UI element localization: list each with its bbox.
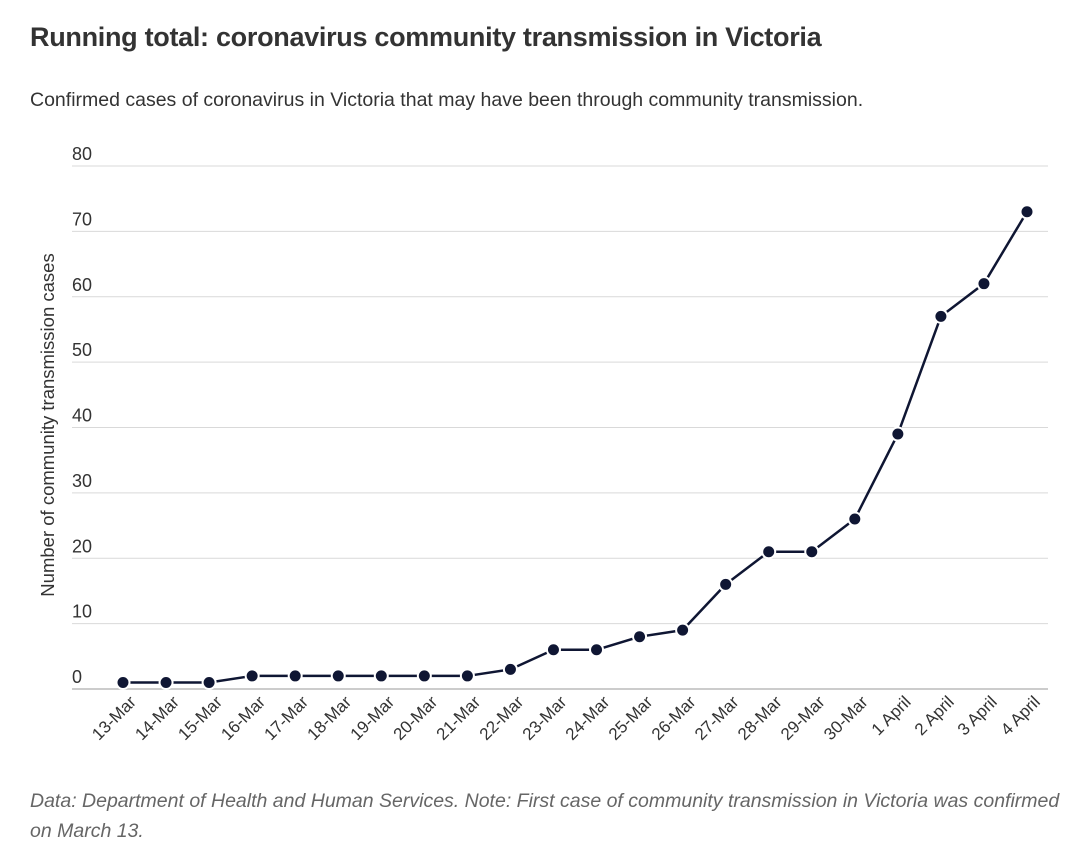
data-point: [201, 674, 217, 690]
x-tick-label: 29-Mar: [777, 692, 829, 744]
chart-title: Running total: coronavirus community tra…: [30, 22, 822, 52]
y-axis-ticks: 0 10 20 30 40 50 60 70 80: [72, 144, 92, 687]
x-tick-label: 22-Mar: [476, 692, 528, 744]
data-point: [890, 426, 906, 442]
x-tick-label: 16-Mar: [217, 692, 269, 744]
y-tick-label: 40: [72, 406, 92, 426]
data-point: [718, 576, 734, 592]
x-tick-label: 15-Mar: [174, 692, 226, 744]
data-point: [115, 674, 131, 690]
x-tick-label: 4 April: [997, 692, 1044, 739]
x-tick-label: 19-Mar: [347, 692, 399, 744]
data-point: [330, 668, 346, 684]
data-point: [545, 642, 561, 658]
x-axis-ticks: 13-Mar14-Mar15-Mar16-Mar17-Mar18-Mar19-M…: [88, 692, 1044, 744]
y-tick-label: 60: [72, 275, 92, 295]
series-line: [123, 211, 1029, 684]
source-note: Data: Department of Health and Human Ser…: [30, 790, 1060, 842]
data-point: [502, 661, 518, 677]
x-tick-label: 27-Mar: [691, 692, 743, 744]
y-tick-label: 0: [72, 667, 82, 687]
data-point: [287, 668, 303, 684]
data-point: [416, 668, 432, 684]
data-point: [373, 668, 389, 684]
x-tick-label: 3 April: [954, 692, 1001, 739]
y-tick-label: 20: [72, 536, 92, 556]
y-tick-label: 70: [72, 209, 92, 229]
x-tick-label: 30-Mar: [820, 692, 872, 744]
y-tick-label: 80: [72, 144, 92, 164]
data-point: [158, 674, 174, 690]
data-point: [933, 308, 949, 324]
data-point: [1019, 204, 1035, 220]
y-axis-label: Number of community transmission cases: [37, 253, 58, 596]
data-point: [761, 544, 777, 560]
x-tick-label: 2 April: [911, 692, 958, 739]
data-point: [459, 668, 475, 684]
x-tick-label: 23-Mar: [519, 692, 571, 744]
chart-subtitle: Confirmed cases of coronavirus in Victor…: [30, 89, 864, 111]
x-tick-label: 25-Mar: [605, 692, 657, 744]
y-tick-label: 10: [72, 602, 92, 622]
data-point: [632, 629, 648, 645]
x-tick-label: 24-Mar: [562, 692, 614, 744]
x-tick-label: 28-Mar: [734, 692, 786, 744]
data-point: [976, 276, 992, 292]
data-point: [847, 511, 863, 527]
x-tick-label: 26-Mar: [648, 692, 700, 744]
data-point: [675, 622, 691, 638]
data-point: [244, 668, 260, 684]
x-tick-label: 13-Mar: [88, 692, 140, 744]
x-tick-label: 18-Mar: [304, 692, 356, 744]
y-tick-label: 50: [72, 340, 92, 360]
gridlines: [72, 165, 1048, 690]
x-tick-label: 1 April: [868, 692, 915, 739]
y-tick-label: 30: [72, 471, 92, 491]
x-tick-label: 21-Mar: [433, 692, 485, 744]
data-point: [804, 544, 820, 560]
data-point: [589, 642, 605, 658]
x-tick-label: 14-Mar: [131, 692, 183, 744]
x-tick-label: 17-Mar: [260, 692, 312, 744]
x-tick-label: 20-Mar: [390, 692, 442, 744]
series: [115, 204, 1035, 690]
